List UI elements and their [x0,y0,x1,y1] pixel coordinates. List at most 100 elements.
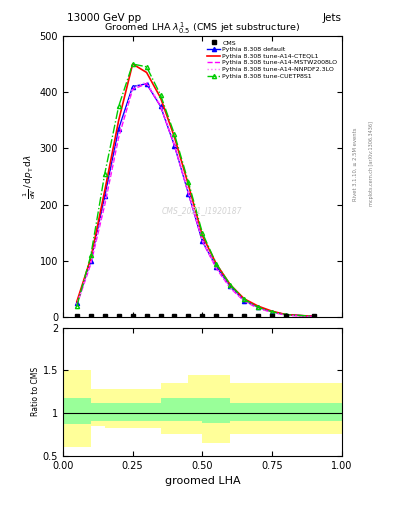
Pythia 8.308 tune-A14-MSTW2008LO [200,239,205,245]
Pythia 8.308 default [228,284,233,290]
Pythia 8.308 tune-A14-MSTW2008LO [214,265,219,271]
Pythia 8.308 tune-A14-MSTW2008LO [75,302,79,308]
Line: CMS: CMS [75,314,316,318]
Pythia 8.308 tune-A14-MSTW2008LO [158,103,163,110]
Pythia 8.308 tune-A14-CTEQL1 [312,313,316,319]
Pythia 8.308 tune-CUETP8S1 [88,252,93,259]
Pythia 8.308 tune-CUETP8S1 [256,304,261,310]
Pythia 8.308 tune-A14-NNPDF2.3LO [75,302,79,308]
CMS [200,313,205,319]
Pythia 8.308 tune-CUETP8S1 [214,261,219,267]
Pythia 8.308 tune-A14-NNPDF2.3LO [172,141,177,147]
Pythia 8.308 tune-A14-CTEQL1 [284,311,288,317]
Pythia 8.308 tune-A14-CTEQL1 [158,95,163,101]
Pythia 8.308 tune-CUETP8S1 [172,131,177,137]
Pythia 8.308 tune-A14-NNPDF2.3LO [312,314,316,320]
Pythia 8.308 tune-A14-CTEQL1 [116,117,121,123]
CMS [144,313,149,319]
Pythia 8.308 default [270,309,275,315]
CMS [214,313,219,319]
Pythia 8.308 tune-A14-MSTW2008LO [130,86,135,92]
Pythia 8.308 tune-A14-MSTW2008LO [186,190,191,197]
Pythia 8.308 tune-A14-MSTW2008LO [270,309,275,315]
Pythia 8.308 tune-CUETP8S1 [312,313,316,319]
Pythia 8.308 tune-CUETP8S1 [186,179,191,185]
Pythia 8.308 tune-A14-CTEQL1 [200,233,205,239]
Pythia 8.308 tune-CUETP8S1 [144,64,149,70]
X-axis label: groomed LHA: groomed LHA [165,476,240,486]
Pythia 8.308 tune-A14-CTEQL1 [186,182,191,188]
CMS [228,313,233,319]
Pythia 8.308 tune-A14-NNPDF2.3LO [186,189,191,196]
Pythia 8.308 default [130,83,135,90]
Title: Groomed LHA $\lambda^{1}_{0.5}$ (CMS jet substructure): Groomed LHA $\lambda^{1}_{0.5}$ (CMS jet… [104,20,301,36]
Pythia 8.308 tune-A14-NNPDF2.3LO [102,199,107,205]
Pythia 8.308 tune-CUETP8S1 [284,311,288,317]
Pythia 8.308 tune-CUETP8S1 [130,61,135,67]
Text: 13000 GeV pp: 13000 GeV pp [67,13,141,23]
Line: Pythia 8.308 tune-CUETP8S1: Pythia 8.308 tune-CUETP8S1 [75,62,316,318]
Pythia 8.308 tune-A14-MSTW2008LO [102,202,107,208]
Pythia 8.308 tune-A14-MSTW2008LO [144,80,149,87]
Pythia 8.308 tune-A14-NNPDF2.3LO [200,237,205,243]
Pythia 8.308 tune-A14-MSTW2008LO [116,134,121,140]
Pythia 8.308 default [186,190,191,197]
Pythia 8.308 tune-A14-NNPDF2.3LO [130,84,135,91]
CMS [102,313,107,319]
Pythia 8.308 default [144,80,149,87]
Pythia 8.308 tune-A14-NNPDF2.3LO [284,312,288,318]
Legend: CMS, Pythia 8.308 default, Pythia 8.308 tune-A14-CTEQL1, Pythia 8.308 tune-A14-M: CMS, Pythia 8.308 default, Pythia 8.308 … [206,39,339,80]
Pythia 8.308 tune-CUETP8S1 [116,103,121,110]
Line: Pythia 8.308 tune-A14-CTEQL1: Pythia 8.308 tune-A14-CTEQL1 [77,64,314,316]
CMS [158,313,163,319]
CMS [242,313,247,319]
Pythia 8.308 default [242,297,247,304]
CMS [88,313,93,319]
Pythia 8.308 tune-A14-NNPDF2.3LO [144,79,149,85]
Pythia 8.308 tune-A14-CTEQL1 [270,308,275,314]
Pythia 8.308 default [88,258,93,264]
Line: Pythia 8.308 tune-A14-NNPDF2.3LO: Pythia 8.308 tune-A14-NNPDF2.3LO [77,82,314,317]
Pythia 8.308 tune-CUETP8S1 [158,92,163,98]
Pythia 8.308 tune-A14-MSTW2008LO [228,285,233,291]
Line: Pythia 8.308 default: Pythia 8.308 default [75,81,316,318]
Pythia 8.308 tune-A14-CTEQL1 [228,282,233,288]
Pythia 8.308 tune-A14-MSTW2008LO [256,305,261,311]
Pythia 8.308 tune-A14-NNPDF2.3LO [256,305,261,311]
Pythia 8.308 tune-CUETP8S1 [270,309,275,315]
Pythia 8.308 tune-A14-CTEQL1 [214,261,219,267]
Pythia 8.308 tune-A14-NNPDF2.3LO [116,131,121,137]
Pythia 8.308 tune-A14-CTEQL1 [144,69,149,75]
Pythia 8.308 tune-A14-MSTW2008LO [312,314,316,320]
Pythia 8.308 tune-A14-NNPDF2.3LO [158,101,163,108]
Pythia 8.308 tune-A14-CTEQL1 [130,61,135,67]
Text: CMS_2021_I1920187: CMS_2021_I1920187 [162,206,242,215]
CMS [130,313,135,319]
Pythia 8.308 tune-A14-CTEQL1 [75,298,79,305]
Pythia 8.308 tune-A14-CTEQL1 [172,134,177,140]
Pythia 8.308 tune-A14-NNPDF2.3LO [88,259,93,265]
Pythia 8.308 tune-CUETP8S1 [228,282,233,288]
CMS [172,313,177,319]
Pythia 8.308 default [102,194,107,200]
Pythia 8.308 tune-A14-NNPDF2.3LO [214,265,219,271]
CMS [75,313,79,319]
Pythia 8.308 default [75,300,79,306]
Pythia 8.308 default [172,142,177,148]
Pythia 8.308 default [312,313,316,319]
Pythia 8.308 tune-A14-NNPDF2.3LO [242,297,247,304]
Pythia 8.308 tune-A14-CTEQL1 [102,188,107,194]
Text: Jets: Jets [323,13,342,23]
Pythia 8.308 default [158,103,163,110]
Pythia 8.308 tune-CUETP8S1 [75,303,79,309]
Pythia 8.308 tune-A14-MSTW2008LO [284,312,288,318]
CMS [256,313,261,319]
Y-axis label: $\frac{1}{\mathrm{d}N}\,/\,\mathrm{d}p_\mathrm{T}\,\mathrm{d}\lambda$: $\frac{1}{\mathrm{d}N}\,/\,\mathrm{d}p_\… [22,154,38,199]
Pythia 8.308 default [214,264,219,270]
CMS [284,313,288,319]
Pythia 8.308 tune-A14-CTEQL1 [242,296,247,302]
Line: Pythia 8.308 tune-A14-MSTW2008LO: Pythia 8.308 tune-A14-MSTW2008LO [77,83,314,317]
CMS [312,313,316,319]
Pythia 8.308 default [200,239,205,245]
Pythia 8.308 default [256,304,261,310]
